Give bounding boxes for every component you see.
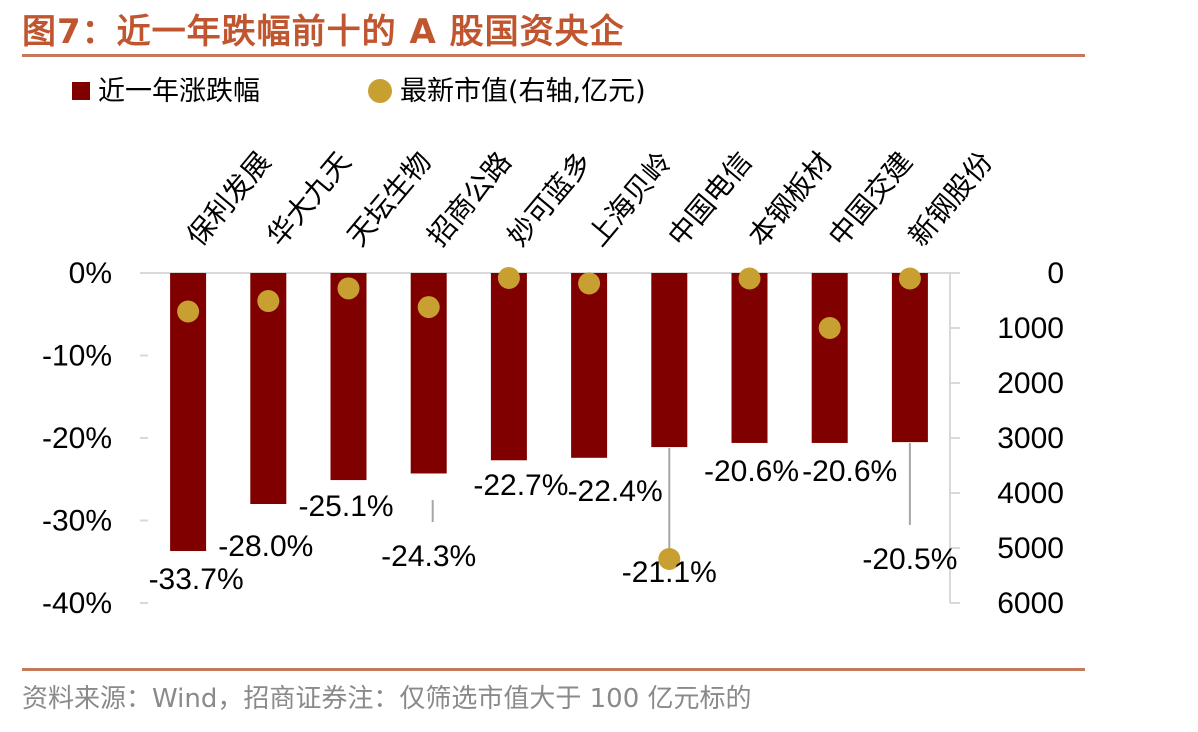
legend-bar-label: 近一年涨跌幅 bbox=[98, 76, 260, 107]
right-tick-label: 4000 bbox=[997, 477, 1064, 510]
chart-title: 图7：近一年跌幅前十的 A 股国资央企 bbox=[22, 12, 625, 52]
market-cap-dot bbox=[578, 272, 601, 295]
legend-dot-swatch bbox=[368, 79, 392, 103]
right-tick-label: 0 bbox=[1047, 257, 1064, 290]
left-tick-label: -30% bbox=[42, 505, 112, 538]
category-label: 天坛生物 bbox=[341, 145, 438, 252]
category-label: 本钢板材 bbox=[742, 145, 839, 252]
right-tick-label: 3000 bbox=[997, 422, 1064, 455]
market-cap-dot bbox=[257, 290, 280, 313]
bar bbox=[891, 273, 928, 443]
category-label: 华大九天 bbox=[260, 145, 357, 252]
data-label: -22.4% bbox=[568, 475, 663, 508]
market-cap-dot bbox=[658, 548, 681, 570]
market-cap-dot bbox=[337, 277, 360, 300]
left-tick-label: 0% bbox=[69, 257, 112, 290]
data-label: -22.7% bbox=[473, 469, 568, 502]
leader-lines bbox=[431, 443, 911, 555]
legend-bar-swatch bbox=[72, 82, 90, 100]
right-tick-label: 2000 bbox=[997, 367, 1064, 400]
data-label: -25.1% bbox=[299, 490, 394, 523]
right-tick-label: 6000 bbox=[997, 587, 1064, 620]
market-cap-dot bbox=[177, 300, 200, 323]
category-label: 妙可蓝多 bbox=[501, 145, 598, 252]
market-cap-dot bbox=[497, 266, 520, 289]
source-note: 资料来源：Wind，招商证券注：仅筛选市值大于 100 亿元标的 bbox=[22, 684, 752, 714]
data-label: -21.1% bbox=[622, 556, 717, 589]
market-cap-dot bbox=[898, 267, 921, 290]
category-label: 新钢股份 bbox=[902, 145, 999, 252]
data-label: -20.5% bbox=[862, 543, 957, 576]
category-label: 中国交建 bbox=[822, 145, 919, 252]
bar bbox=[811, 273, 848, 443]
scatter-series bbox=[177, 266, 921, 570]
category-label: 保利发展 bbox=[180, 145, 277, 252]
bar bbox=[330, 273, 367, 481]
category-label: 招商公路 bbox=[421, 145, 518, 252]
market-cap-dot bbox=[818, 317, 841, 339]
data-label: -33.7% bbox=[149, 563, 244, 596]
legend-dot-label: 最新市值(右轴,亿元) bbox=[400, 76, 646, 107]
market-cap-dot bbox=[417, 296, 440, 319]
category-label: 中国电信 bbox=[661, 145, 758, 252]
bar bbox=[490, 273, 527, 461]
data-label: -24.3% bbox=[381, 540, 476, 573]
right-tick-label: 1000 bbox=[997, 312, 1064, 345]
data-label: -20.6% bbox=[802, 455, 897, 488]
data-labels: -33.7%-28.0% -25.1% -24.3% -22.7% -22.4% -21.… bbox=[149, 455, 958, 596]
bar-series bbox=[170, 273, 928, 552]
legend: 近一年涨跌幅 最新市值(右轴,亿元) bbox=[72, 76, 646, 107]
market-cap-dot bbox=[738, 267, 761, 290]
left-tick-label: -40% bbox=[42, 587, 112, 620]
category-label: 上海贝岭 bbox=[581, 145, 678, 252]
bar bbox=[731, 273, 768, 443]
footer-rule bbox=[22, 668, 1085, 671]
data-label: -28.0% bbox=[218, 530, 313, 563]
left-tick-label: -20% bbox=[42, 422, 112, 455]
bar bbox=[571, 273, 608, 458]
axes: 0% -10% -20% -30% -40% 0 1000 2000 3000 4000 5000 6… bbox=[42, 257, 1064, 620]
left-tick-label: -10% bbox=[42, 340, 112, 373]
title-rule bbox=[22, 54, 1085, 57]
bar bbox=[651, 273, 688, 448]
right-tick-label: 5000 bbox=[997, 532, 1064, 565]
data-label: -20.6% bbox=[704, 455, 799, 488]
